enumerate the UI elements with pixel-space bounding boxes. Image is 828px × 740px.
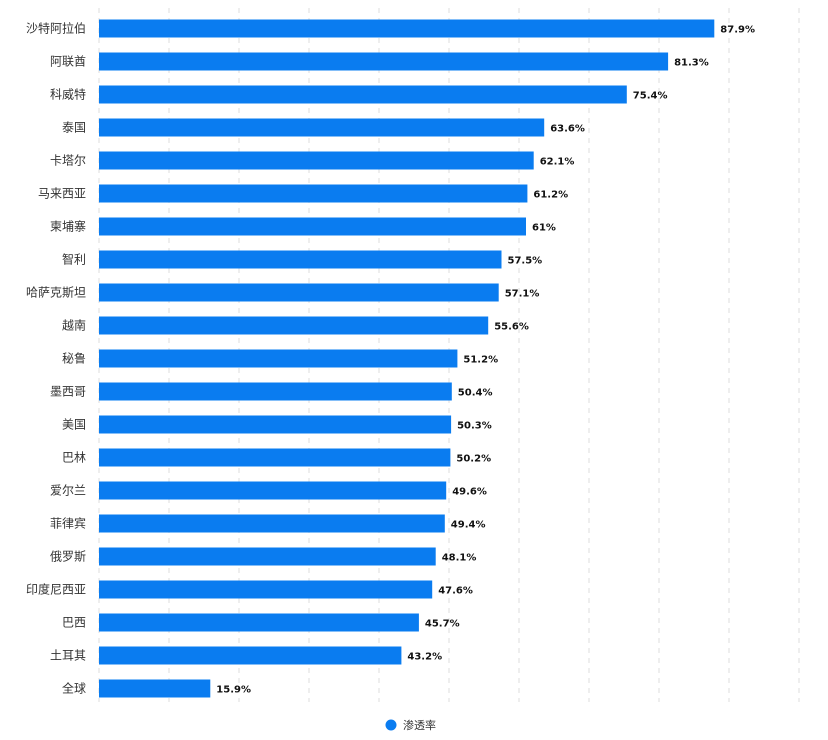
category-label: 卡塔尔: [50, 153, 86, 168]
value-label: 62.1%: [540, 157, 575, 168]
bar[interactable]: [99, 250, 502, 269]
category-label: 沙特阿拉伯: [26, 21, 86, 36]
value-label: 15.9%: [216, 685, 251, 696]
legend[interactable]: 渗透率: [385, 718, 437, 732]
category-label: 巴西: [62, 616, 86, 630]
category-label: 越南: [62, 318, 86, 333]
bar[interactable]: [99, 283, 499, 302]
category-label: 全球: [62, 681, 86, 696]
bar[interactable]: [99, 613, 419, 632]
value-label: 61.2%: [533, 190, 568, 201]
category-label: 菲律宾: [50, 516, 86, 531]
bar[interactable]: [99, 415, 452, 434]
value-label: 75.4%: [633, 91, 668, 102]
category-label: 巴林: [62, 451, 86, 465]
category-label: 泰国: [62, 121, 86, 135]
category-label: 俄罗斯: [50, 550, 86, 564]
bar[interactable]: [99, 316, 489, 335]
value-label: 63.6%: [550, 124, 585, 135]
bar[interactable]: [99, 448, 451, 467]
category-label: 科威特: [50, 87, 86, 102]
value-label: 51.2%: [463, 355, 498, 366]
value-label: 81.3%: [674, 58, 709, 69]
value-label: 55.6%: [494, 322, 529, 333]
bar[interactable]: [99, 151, 534, 170]
category-label: 美国: [62, 418, 86, 432]
value-label: 49.6%: [452, 487, 487, 498]
value-label: 57.1%: [505, 289, 540, 300]
category-label: 柬埔寨: [50, 219, 86, 234]
bar[interactable]: [99, 514, 445, 533]
bar[interactable]: [99, 580, 433, 599]
legend-label-penetration-rate: 渗透率: [403, 718, 436, 732]
value-label: 61%: [532, 223, 556, 234]
category-label: 哈萨克斯坦: [26, 286, 86, 300]
value-label: 50.2%: [456, 454, 491, 465]
value-label: 45.7%: [425, 619, 460, 630]
bar[interactable]: [99, 184, 528, 203]
bar[interactable]: [99, 52, 669, 71]
bar[interactable]: [99, 382, 452, 401]
value-label: 43.2%: [407, 652, 442, 663]
bar[interactable]: [99, 547, 436, 566]
value-label: 47.6%: [438, 586, 473, 597]
bar[interactable]: [99, 679, 211, 698]
bar[interactable]: [99, 85, 627, 104]
value-label: 50.4%: [458, 388, 493, 399]
value-label: 50.3%: [457, 421, 492, 432]
bar[interactable]: [99, 217, 526, 236]
legend-swatch: [385, 719, 397, 731]
category-label: 土耳其: [50, 649, 86, 663]
bars: [99, 19, 715, 698]
category-label: 阿联酋: [50, 54, 86, 69]
category-label: 爱尔兰: [50, 483, 86, 498]
labels: 沙特阿拉伯 87.9% 阿联酋 81.3% 科威特 75.4% 泰国 63.6% 卡塔尔 62.1…: [26, 21, 755, 696]
value-label: 87.9%: [720, 25, 755, 36]
bar[interactable]: [99, 349, 458, 368]
category-label: 马来西亚: [38, 187, 86, 201]
bar[interactable]: [99, 646, 402, 665]
value-label: 48.1%: [442, 553, 477, 564]
bar[interactable]: [99, 118, 545, 137]
category-label: 墨西哥: [50, 385, 86, 399]
value-label: 57.5%: [508, 256, 543, 267]
category-label: 印度尼西亚: [26, 582, 86, 597]
bar[interactable]: [99, 481, 447, 500]
value-label: 49.4%: [451, 520, 486, 531]
category-label: 智利: [62, 252, 86, 267]
category-label: 秘鲁: [62, 352, 86, 366]
bar[interactable]: [99, 19, 715, 38]
